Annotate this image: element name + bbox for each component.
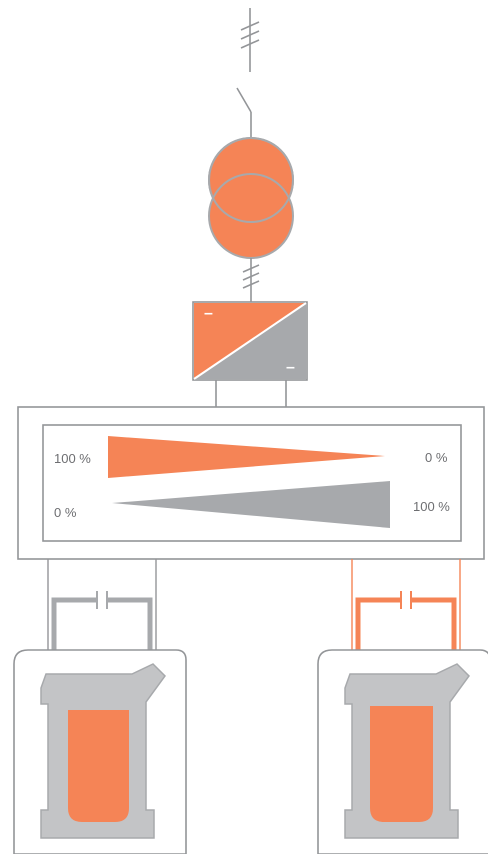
dc-link-lines [215, 380, 287, 407]
power-wedge-furnace-2 [112, 481, 390, 528]
power-wedge-furnace-1 [108, 436, 385, 478]
transformer-to-converter-line [242, 258, 260, 302]
three-phase-tick-1 [240, 21, 260, 31]
furnace-1-melt [68, 710, 129, 822]
ac-dc-converter-icon: – – [192, 301, 308, 381]
supply-line [240, 8, 260, 72]
three-phase-tick-2 [240, 30, 260, 40]
transformer-icon [208, 137, 294, 259]
three-phase-tick-3 [240, 39, 260, 49]
induction-furnace-icon [13, 649, 187, 854]
converter-dc-minus-bottom: – [286, 359, 295, 376]
capacitor-icon [51, 591, 153, 650]
label-top-right: 0 % [425, 450, 448, 465]
capacitor-icon [355, 591, 457, 650]
induction-furnace-icon [317, 649, 488, 854]
furnace-2-circuit [351, 559, 461, 650]
label-top-left: 100 % [54, 451, 91, 466]
power-split-unit: 100 % 0 % 0 % 100 % [17, 406, 485, 560]
converter-dc-minus-top: – [204, 305, 213, 322]
furnace-2-melt [370, 706, 433, 822]
label-bottom-right: 100 % [413, 499, 450, 514]
label-bottom-left: 0 % [54, 505, 77, 520]
furnace-1-circuit [47, 559, 157, 650]
